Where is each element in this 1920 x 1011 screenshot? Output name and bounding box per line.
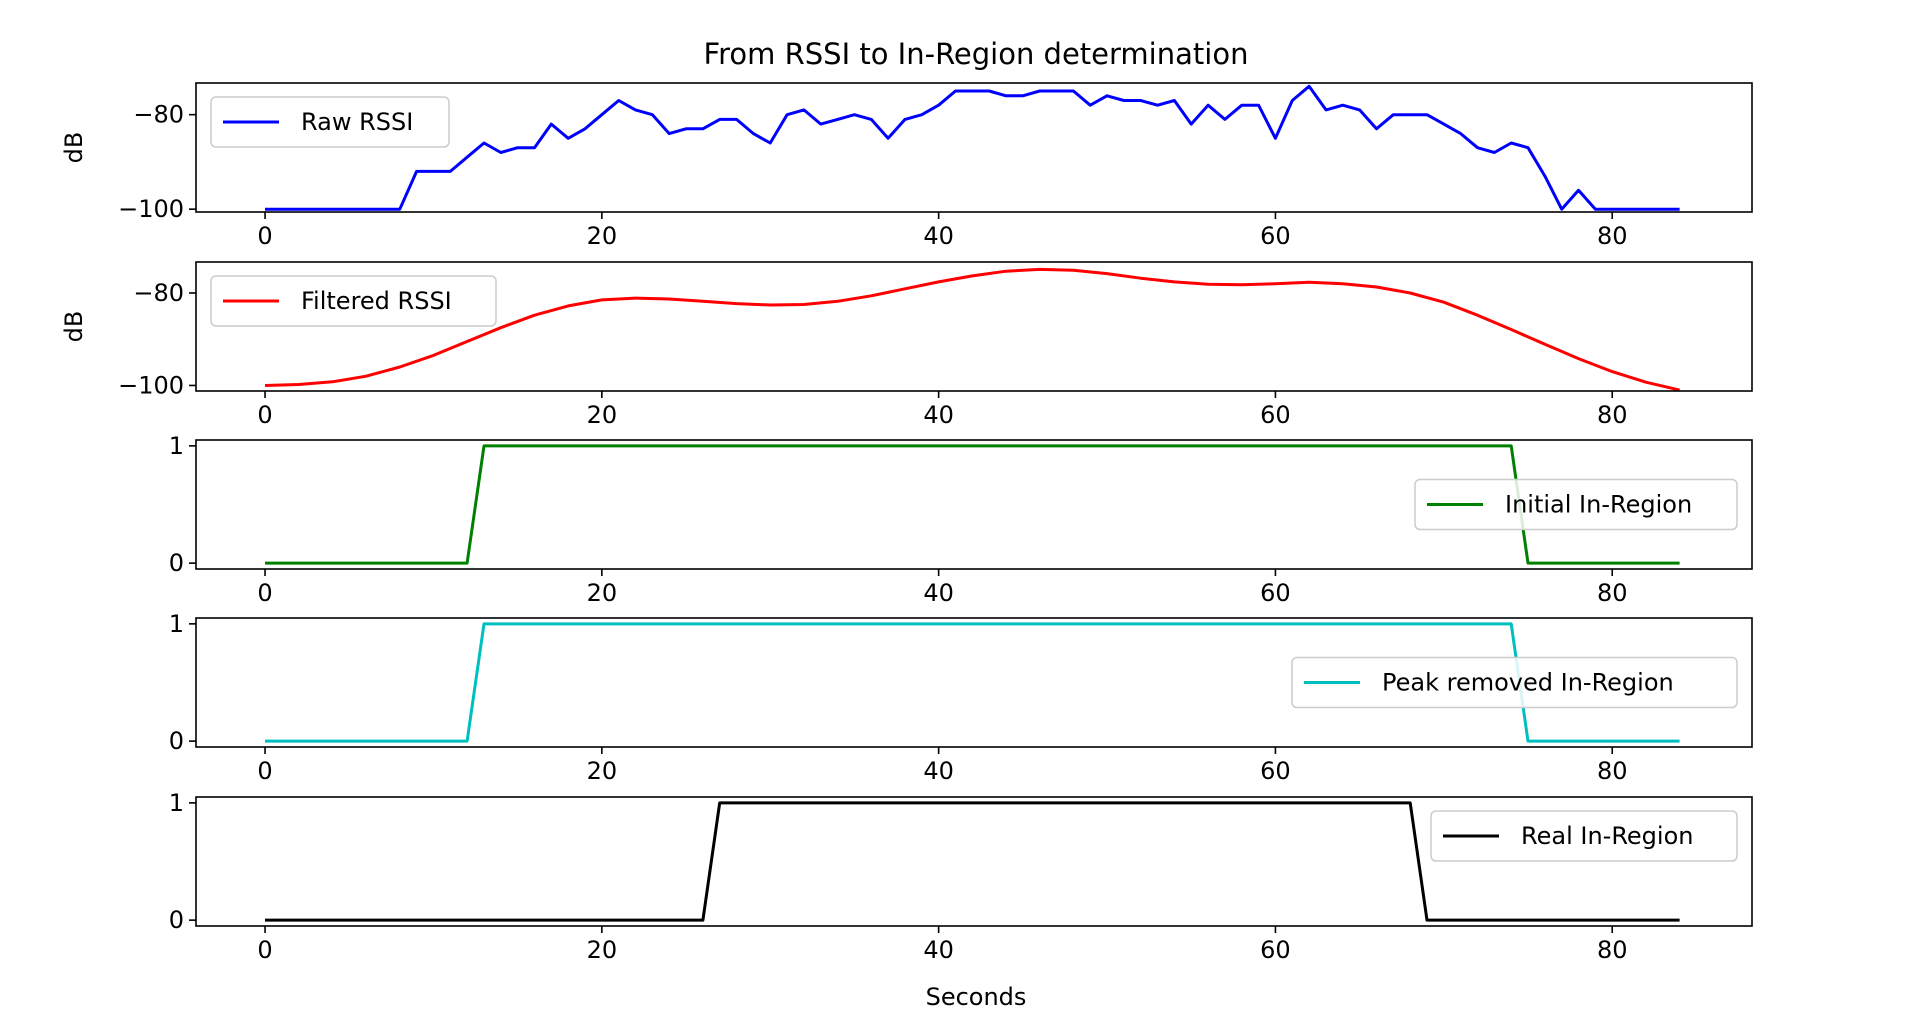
- x-tick-label: 60: [1260, 757, 1291, 785]
- legend-box: [1291, 656, 1738, 709]
- y-tick-label: 1: [169, 789, 184, 817]
- y-tick-label: −100: [118, 195, 184, 223]
- x-tick-label: 80: [1597, 579, 1628, 607]
- y-tick-label: 0: [169, 549, 184, 577]
- legend-4: Peak removed In-Region: [1291, 656, 1738, 709]
- legend-5: Real In-Region: [1430, 810, 1738, 862]
- legend-box: [210, 96, 450, 148]
- x-tick-label: 60: [1260, 401, 1291, 429]
- axes-frame-3: [195, 439, 1753, 570]
- x-tick-label: 20: [587, 222, 618, 250]
- legend-3: Initial In-Region: [1414, 478, 1738, 531]
- legend-box: [1414, 478, 1738, 531]
- x-tick-label: 20: [587, 401, 618, 429]
- subplot-5: 0 20 40 60 80 1 0 Real In-Region: [169, 789, 1753, 964]
- legend-box: [1430, 810, 1738, 862]
- subplot-4: 0 20 40 60 80 1 0 Peak removed In-Region: [169, 610, 1753, 785]
- y-tick-label: 0: [169, 906, 184, 934]
- x-axis-label: Seconds: [926, 983, 1027, 1011]
- y-axis-label-1: dB: [60, 132, 88, 164]
- x-tick-label: 20: [587, 757, 618, 785]
- axes-frame-4: [195, 617, 1753, 748]
- subplot-1: 0 20 40 60 80 −80 −100 dB Raw RSSI: [60, 82, 1753, 250]
- legend-label: Real In-Region: [1521, 822, 1693, 850]
- y-tick-label: 0: [169, 727, 184, 755]
- series-line-3-1: [265, 444, 1680, 565]
- x-tick-label: 0: [257, 222, 272, 250]
- x-tick-label: 80: [1597, 936, 1628, 964]
- y-tick-label: −80: [133, 101, 184, 129]
- x-tick-label: 60: [1260, 936, 1291, 964]
- x-tick-label: 40: [923, 936, 954, 964]
- x-tick-label: 20: [587, 579, 618, 607]
- axes-frame-5: [195, 796, 1753, 927]
- x-tick-label: 40: [923, 222, 954, 250]
- legend-2: Filtered RSSI: [210, 275, 497, 327]
- y-tick-label: 1: [169, 610, 184, 638]
- subplots: 0 20 40 60 80 −80 −100 dB Raw RSSI 0 20 40 60 80 −80 −1…: [60, 82, 1753, 964]
- legend-1: Raw RSSI: [210, 96, 450, 148]
- series-line-1-1: [265, 84, 1680, 211]
- legend-label: Raw RSSI: [301, 108, 413, 136]
- x-tick-label: 40: [923, 579, 954, 607]
- y-axis-label-2: dB: [60, 311, 88, 343]
- x-tick-label: 60: [1260, 579, 1291, 607]
- legend-label: Peak removed In-Region: [1382, 669, 1674, 697]
- x-tick-label: 80: [1597, 401, 1628, 429]
- axes-frame-1: [195, 82, 1753, 213]
- legend-label: Filtered RSSI: [301, 287, 452, 315]
- x-tick-label: 80: [1597, 757, 1628, 785]
- x-tick-label: 0: [257, 936, 272, 964]
- axes-frame-2: [195, 261, 1753, 392]
- x-tick-label: 60: [1260, 222, 1291, 250]
- legend-label: Initial In-Region: [1505, 491, 1692, 519]
- x-tick-label: 0: [257, 401, 272, 429]
- x-tick-label: 0: [257, 579, 272, 607]
- chart-title: From RSSI to In-Region determination: [704, 37, 1249, 71]
- x-tick-label: 80: [1597, 222, 1628, 250]
- series-line-4-1: [265, 622, 1680, 743]
- series-line-5-1: [265, 801, 1680, 922]
- y-tick-label: 1: [169, 432, 184, 460]
- x-tick-label: 20: [587, 936, 618, 964]
- x-tick-label: 0: [257, 757, 272, 785]
- x-tick-label: 40: [923, 757, 954, 785]
- y-tick-label: −80: [133, 279, 184, 307]
- legend-box: [210, 275, 497, 327]
- subplot-2: 0 20 40 60 80 −80 −100 dB Filtered RSSI: [60, 261, 1753, 429]
- x-tick-label: 40: [923, 401, 954, 429]
- y-tick-label: −100: [118, 371, 184, 399]
- series-line-2-1: [264, 267, 1680, 392]
- subplot-3: 0 20 40 60 80 1 0 Initial In-Region: [169, 432, 1753, 607]
